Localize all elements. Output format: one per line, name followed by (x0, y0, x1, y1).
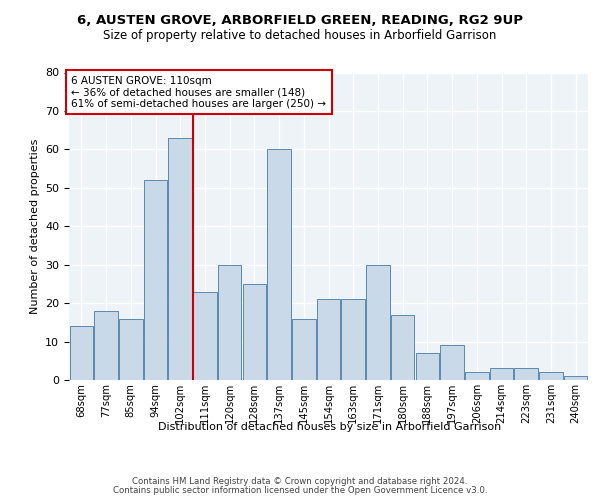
Y-axis label: Number of detached properties: Number of detached properties (29, 138, 40, 314)
Bar (218, 264, 241, 380)
Bar (317, 300, 340, 380)
Bar (391, 314, 415, 380)
Bar (70, 326, 93, 380)
Bar (144, 180, 167, 380)
Bar (94, 311, 118, 380)
Bar (564, 376, 587, 380)
Bar (465, 372, 488, 380)
Bar (193, 292, 217, 380)
Text: 6, AUSTEN GROVE, ARBORFIELD GREEN, READING, RG2 9UP: 6, AUSTEN GROVE, ARBORFIELD GREEN, READI… (77, 14, 523, 27)
Bar (514, 368, 538, 380)
Text: Size of property relative to detached houses in Arborfield Garrison: Size of property relative to detached ho… (103, 29, 497, 42)
Bar (119, 318, 143, 380)
Bar (366, 264, 389, 380)
Bar (539, 372, 563, 380)
Bar (490, 368, 513, 380)
Bar (242, 284, 266, 380)
Bar (268, 150, 291, 380)
Text: Distribution of detached houses by size in Arborfield Garrison: Distribution of detached houses by size … (158, 422, 502, 432)
Text: Contains public sector information licensed under the Open Government Licence v3: Contains public sector information licen… (113, 486, 487, 495)
Bar (341, 300, 365, 380)
Text: 6 AUSTEN GROVE: 110sqm
← 36% of detached houses are smaller (148)
61% of semi-de: 6 AUSTEN GROVE: 110sqm ← 36% of detached… (71, 76, 326, 109)
Bar (416, 353, 439, 380)
Bar (292, 318, 316, 380)
Text: Contains HM Land Registry data © Crown copyright and database right 2024.: Contains HM Land Registry data © Crown c… (132, 477, 468, 486)
Bar (440, 346, 464, 380)
Bar (169, 138, 192, 380)
